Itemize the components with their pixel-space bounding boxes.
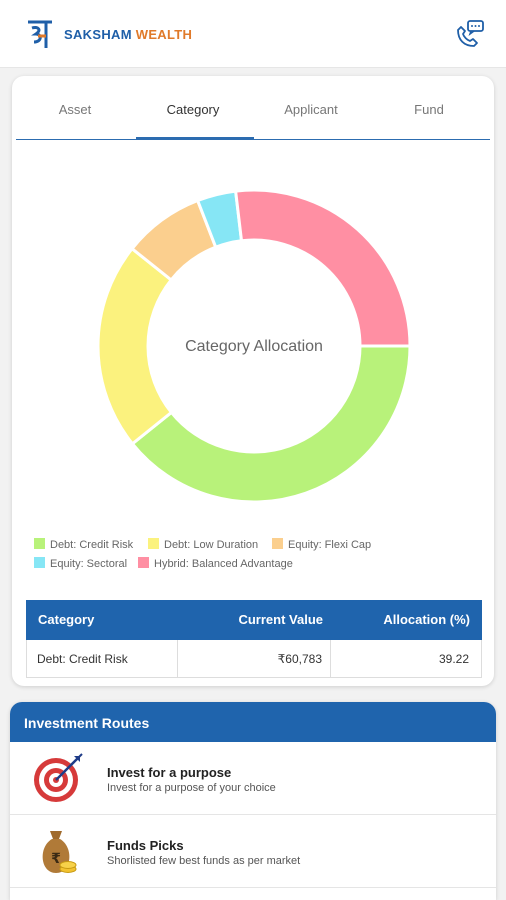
column-header-category[interactable]: Category <box>38 612 95 627</box>
legend-swatch <box>272 538 283 549</box>
legend-label: Debt: Low Duration <box>164 539 259 551</box>
cell-current-value: ₹60,783 <box>277 652 322 666</box>
chart-legend: Debt: Credit Risk Debt: Low Duration Equ… <box>34 538 474 576</box>
legend-item[interactable]: Equity: Sectoral <box>34 557 127 570</box>
call-chat-icon[interactable] <box>452 18 486 52</box>
donut-slice[interactable] <box>130 344 412 504</box>
legend-label: Equity: Sectoral <box>50 558 128 570</box>
column-header-current-value[interactable]: Current Value <box>238 612 323 627</box>
tab-asset[interactable]: Asset <box>58 102 92 117</box>
tab-applicant[interactable]: Applicant <box>284 102 338 117</box>
brand-logo-icon <box>28 20 52 48</box>
route-funds-picks[interactable]: ₹ Funds Picks Shorlisted few best funds … <box>10 815 496 888</box>
brand-part2: WEALTH <box>135 27 193 42</box>
investment-routes-title: Investment Routes <box>10 702 496 742</box>
app-header: SAKSHAM WEALTH <box>0 0 506 68</box>
active-tab-indicator <box>136 137 254 140</box>
legend-label: Hybrid: Balanced Advantage <box>154 558 293 570</box>
legend-item[interactable]: Debt: Credit Risk <box>34 538 133 551</box>
chart-title: Category Allocation <box>185 338 323 355</box>
allocation-tabs: Asset Category Applicant Fund <box>16 76 490 140</box>
investment-routes-section: Investment Routes Invest for a purpose I… <box>10 702 496 900</box>
route-title: Invest for a purpose <box>107 765 232 780</box>
legend-swatch <box>34 557 45 568</box>
route-subtitle: Shorlisted few best funds as per market <box>107 855 301 867</box>
route-title: Funds Picks <box>107 838 184 853</box>
money-bag-icon: ₹ <box>42 831 77 873</box>
cell-allocation: 39.22 <box>438 652 469 666</box>
legend-label: Equity: Flexi Cap <box>288 539 372 551</box>
route-invest-for-purpose[interactable]: Invest for a purpose Invest for a purpos… <box>10 742 496 815</box>
legend-item[interactable]: Equity: Flexi Cap <box>272 538 371 551</box>
legend-swatch <box>148 538 159 549</box>
cell-category: Debt: Credit Risk <box>37 652 128 666</box>
legend-label: Debt: Credit Risk <box>50 539 134 551</box>
tab-fund[interactable]: Fund <box>414 102 444 117</box>
route-subtitle: Invest for a purpose of your choice <box>107 782 276 794</box>
legend-swatch <box>34 538 45 549</box>
brand-part1: SAKSHAM <box>64 27 132 42</box>
column-divider <box>177 640 178 678</box>
category-table: Category Current Value Allocation (%) De… <box>26 600 482 678</box>
table-header: Category Current Value Allocation (%) <box>26 600 482 640</box>
target-icon <box>34 753 83 802</box>
svg-text:₹: ₹ <box>51 851 61 867</box>
tab-category[interactable]: Category <box>166 102 220 117</box>
brand-name[interactable]: SAKSHAM WEALTH <box>64 27 192 42</box>
portfolio-allocation-card: Asset Category Applicant Fund Category A… <box>12 76 494 686</box>
donut-slice[interactable] <box>233 188 412 348</box>
legend-item[interactable]: Hybrid: Balanced Advantage <box>138 557 293 570</box>
column-divider <box>330 640 331 678</box>
legend-swatch <box>138 557 149 568</box>
column-header-allocation[interactable]: Allocation (%) <box>383 612 470 627</box>
legend-item[interactable]: Debt: Low Duration <box>148 538 258 551</box>
category-donut-chart <box>96 188 412 504</box>
table-row[interactable]: Debt: Credit Risk ₹60,783 39.22 <box>26 640 482 678</box>
